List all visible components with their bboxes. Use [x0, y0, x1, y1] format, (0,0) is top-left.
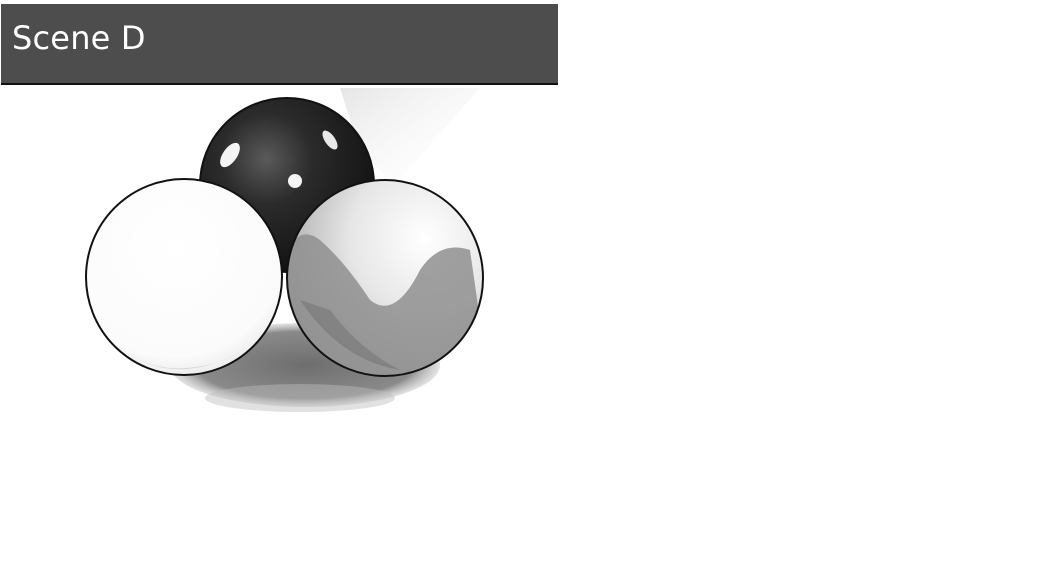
right-sphere: [286, 179, 484, 377]
light-beam: [340, 88, 480, 185]
scene-title: Scene D: [12, 19, 146, 57]
left-sphere: [85, 178, 283, 376]
scene-header: Scene D: [1, 4, 558, 85]
